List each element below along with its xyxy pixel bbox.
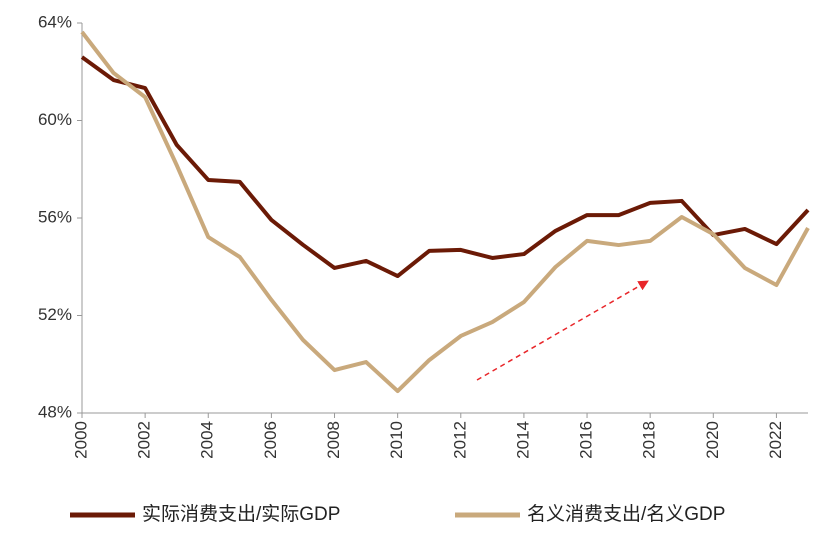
- x-tick-label: 2006: [261, 421, 280, 459]
- x-tick-label: 2014: [513, 421, 532, 459]
- y-tick-label: 64%: [38, 12, 72, 31]
- y-tick-label: 56%: [38, 207, 72, 226]
- x-tick-label: 2012: [450, 421, 469, 459]
- y-tick-label: 48%: [38, 402, 72, 421]
- trend-arrow: [476, 280, 649, 381]
- x-tick-label: 2010: [387, 421, 406, 459]
- x-tick-label: 2022: [766, 421, 785, 459]
- y-tick-label: 52%: [38, 305, 72, 324]
- series-line: [80, 55, 810, 279]
- legend-label: 实际消费支出/实际GDP: [142, 503, 340, 525]
- series-line: [80, 30, 810, 394]
- x-tick-label: 2000: [71, 421, 90, 459]
- x-tick-label: 2020: [703, 421, 722, 459]
- x-tick-label: 2002: [135, 421, 154, 459]
- legend-label: 名义消费支出/名义GDP: [527, 503, 725, 525]
- x-tick-label: 2004: [198, 421, 217, 459]
- x-tick-label: 2016: [577, 421, 596, 459]
- x-tick-label: 2008: [324, 421, 343, 459]
- x-tick-label: 2018: [640, 421, 659, 459]
- y-tick-label: 60%: [38, 110, 72, 129]
